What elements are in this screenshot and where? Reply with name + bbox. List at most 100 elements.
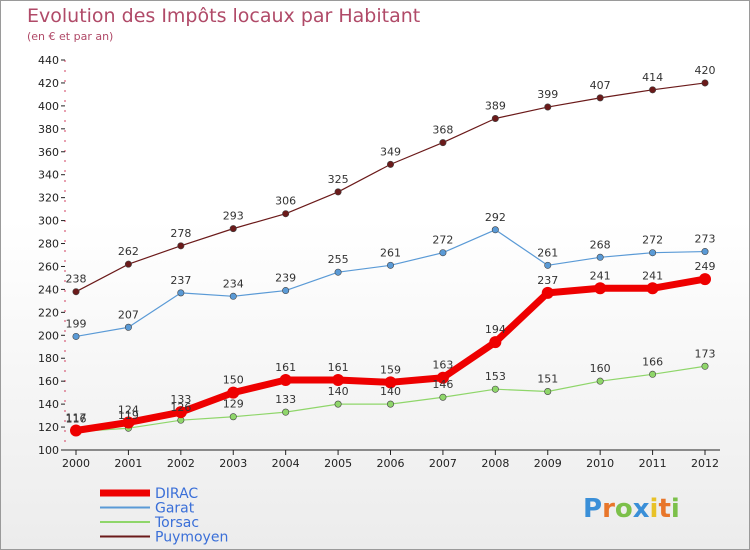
data-label-puymoyen: 420 <box>695 64 716 77</box>
x-tick-label: 2010 <box>586 457 614 470</box>
x-tick-label: 2011 <box>639 457 667 470</box>
data-point-garat <box>177 289 185 297</box>
data-point-torsac <box>701 362 709 370</box>
y-tick-label: 320 <box>38 192 59 205</box>
y-tick-label: 260 <box>38 260 59 273</box>
data-label-dirac: 124 <box>118 403 139 416</box>
data-label-puymoyen: 238 <box>66 273 87 286</box>
data-label-dirac: 163 <box>432 359 453 372</box>
logo-letter: x <box>633 494 650 524</box>
data-point-garat <box>124 323 132 331</box>
x-tick-label: 2009 <box>534 457 562 470</box>
data-label-dirac: 150 <box>223 374 244 387</box>
data-label-garat: 273 <box>695 233 716 246</box>
data-label-dirac: 161 <box>275 361 296 374</box>
y-tick-label: 360 <box>38 146 59 159</box>
data-point-puymoyen <box>491 115 499 123</box>
logo-letter: r <box>602 494 615 524</box>
data-point-torsac <box>282 408 290 416</box>
x-tick-label: 2008 <box>481 457 509 470</box>
data-point-torsac <box>439 393 447 401</box>
data-label-dirac: 194 <box>485 323 506 336</box>
data-point-torsac <box>596 377 604 385</box>
data-label-puymoyen: 368 <box>432 124 453 137</box>
y-tick-label: 340 <box>38 169 59 182</box>
y-tick-label: 200 <box>38 329 59 342</box>
data-label-garat: 207 <box>118 308 139 321</box>
data-point-puymoyen <box>72 288 80 296</box>
data-label-garat: 268 <box>590 238 611 251</box>
data-point-puymoyen <box>439 139 447 147</box>
data-label-torsac: 160 <box>590 362 611 375</box>
data-point-torsac <box>649 370 657 378</box>
data-label-puymoyen: 414 <box>642 71 663 84</box>
series-layer <box>70 79 711 437</box>
data-point-dirac <box>646 282 659 295</box>
y-tick-label: 280 <box>38 238 59 251</box>
data-label-garat: 261 <box>380 246 401 259</box>
data-label-torsac: 126 <box>170 401 191 414</box>
logo-letter: i <box>671 494 680 524</box>
data-point-puymoyen <box>649 86 657 94</box>
data-point-garat <box>334 268 342 276</box>
legend-label-puymoyen: Puymoyen <box>155 530 228 546</box>
data-label-torsac: 153 <box>485 370 506 383</box>
y-tick-label: 180 <box>38 352 59 365</box>
data-point-puymoyen <box>701 79 709 87</box>
data-label-dirac: 117 <box>66 412 87 425</box>
data-point-garat <box>229 292 237 300</box>
data-label-puymoyen: 325 <box>328 173 349 186</box>
logo-letter: t <box>658 494 670 524</box>
data-point-puymoyen <box>544 103 552 111</box>
data-label-puymoyen: 262 <box>118 245 139 258</box>
data-point-garat <box>491 226 499 234</box>
data-point-dirac <box>489 336 502 349</box>
x-tick-label: 2003 <box>219 457 247 470</box>
x-tick-label: 2001 <box>114 457 142 470</box>
data-label-garat: 237 <box>170 274 191 287</box>
data-label-torsac: 146 <box>432 378 453 391</box>
data-label-torsac: 133 <box>275 393 296 406</box>
data-label-dirac: 159 <box>380 363 401 376</box>
data-label-garat: 199 <box>66 317 87 330</box>
data-point-puymoyen <box>177 242 185 250</box>
data-label-torsac: 119 <box>118 409 139 422</box>
data-point-puymoyen <box>596 94 604 102</box>
y-tick-label: 100 <box>38 444 59 457</box>
data-label-puymoyen: 389 <box>485 100 506 113</box>
data-label-dirac: 241 <box>642 269 663 282</box>
data-labels: 238 262 278 293 306 325 349 368 389 399 407 414 420 1… <box>66 64 716 426</box>
data-label-torsac: 151 <box>537 373 558 386</box>
data-label-puymoyen: 349 <box>380 145 401 158</box>
legend-label-garat: Garat <box>155 501 195 517</box>
data-point-puymoyen <box>229 225 237 233</box>
data-label-puymoyen: 293 <box>223 210 244 223</box>
series-line-puymoyen <box>75 82 706 293</box>
y-tick-label: 240 <box>38 283 59 296</box>
data-point-puymoyen <box>124 260 132 268</box>
data-point-puymoyen <box>386 160 394 168</box>
data-label-garat: 234 <box>223 277 244 290</box>
data-point-garat <box>544 261 552 269</box>
logo-letter: P <box>583 494 602 524</box>
data-label-dirac: 161 <box>328 361 349 374</box>
data-point-dirac <box>541 286 554 299</box>
data-label-torsac: 140 <box>328 385 349 398</box>
data-point-puymoyen <box>282 210 290 218</box>
x-tick-label: 2004 <box>272 457 300 470</box>
data-point-dirac <box>227 386 240 399</box>
data-point-garat <box>649 249 657 257</box>
y-tick-label: 300 <box>38 215 59 228</box>
data-point-garat <box>701 248 709 256</box>
data-point-torsac <box>334 400 342 408</box>
data-label-garat: 261 <box>537 246 558 259</box>
data-point-dirac <box>436 371 449 384</box>
data-label-dirac: 237 <box>537 274 558 287</box>
y-tick-label: 120 <box>38 421 59 434</box>
data-label-torsac: 140 <box>380 385 401 398</box>
data-label-puymoyen: 399 <box>537 88 558 101</box>
x-tick-label: 2007 <box>429 457 457 470</box>
